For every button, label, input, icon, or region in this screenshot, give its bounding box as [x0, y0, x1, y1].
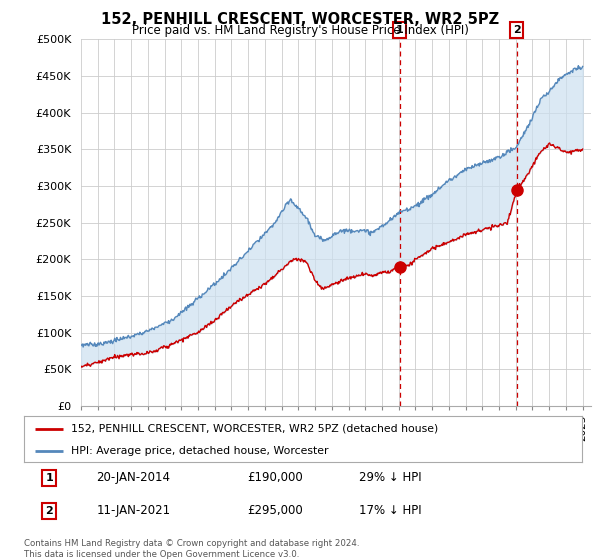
Text: 17% ↓ HPI: 17% ↓ HPI	[359, 504, 421, 517]
Text: 1: 1	[45, 473, 53, 483]
Text: 29% ↓ HPI: 29% ↓ HPI	[359, 471, 421, 484]
Text: 152, PENHILL CRESCENT, WORCESTER, WR2 5PZ (detached house): 152, PENHILL CRESCENT, WORCESTER, WR2 5P…	[71, 424, 439, 434]
Text: Price paid vs. HM Land Registry's House Price Index (HPI): Price paid vs. HM Land Registry's House …	[131, 24, 469, 37]
Text: 2: 2	[45, 506, 53, 516]
Text: £190,000: £190,000	[247, 471, 303, 484]
Text: 20-JAN-2014: 20-JAN-2014	[97, 471, 170, 484]
Text: 2: 2	[513, 25, 520, 35]
Text: HPI: Average price, detached house, Worcester: HPI: Average price, detached house, Worc…	[71, 446, 329, 455]
Text: 11-JAN-2021: 11-JAN-2021	[97, 504, 170, 517]
Text: 1: 1	[395, 25, 403, 35]
Text: £295,000: £295,000	[247, 504, 303, 517]
Text: Contains HM Land Registry data © Crown copyright and database right 2024.
This d: Contains HM Land Registry data © Crown c…	[24, 539, 359, 559]
Text: 152, PENHILL CRESCENT, WORCESTER, WR2 5PZ: 152, PENHILL CRESCENT, WORCESTER, WR2 5P…	[101, 12, 499, 27]
